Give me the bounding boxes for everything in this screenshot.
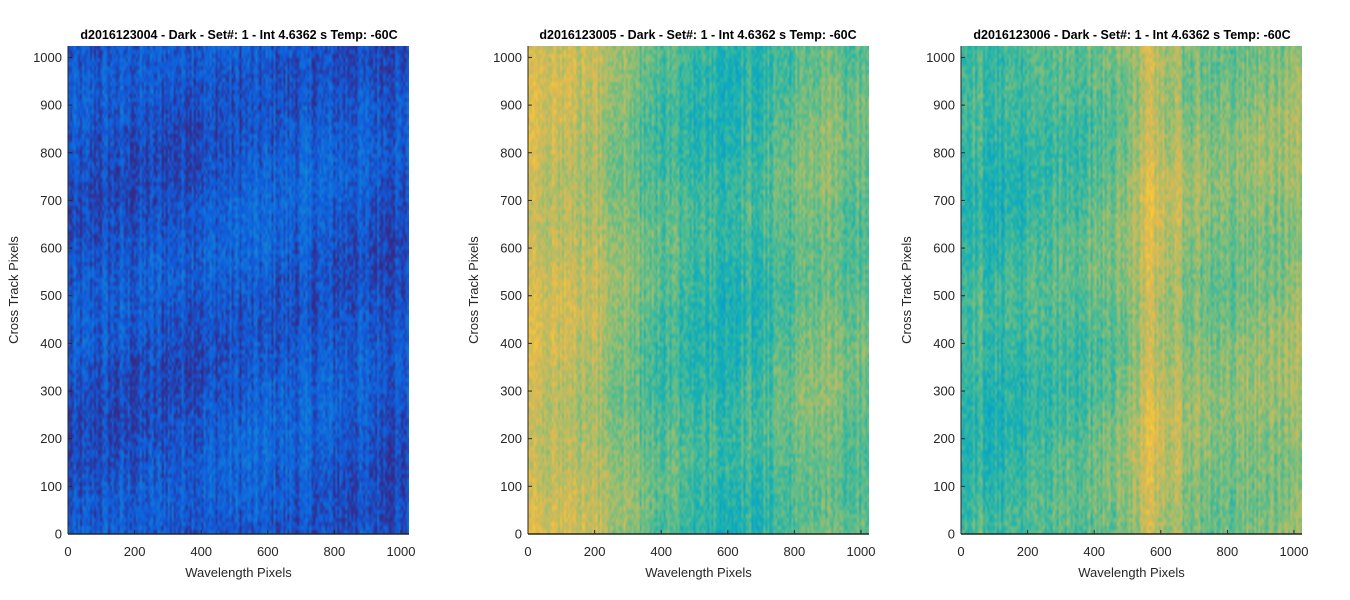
y-tick-label: 200: [933, 431, 955, 446]
y-tick-label: 700: [40, 193, 62, 208]
y-tick-label: 600: [933, 241, 955, 256]
y-tick-label: 800: [40, 145, 62, 160]
y-tick-label: 900: [40, 98, 62, 113]
x-axis-label: Wavelength Pixels: [1078, 565, 1185, 580]
heatmap-image: [528, 46, 869, 534]
x-tick-label: 800: [784, 544, 806, 559]
chart-title: d2016123005 - Dark - Set#: 1 - Int 4.636…: [539, 28, 856, 42]
y-tick-label: 1000: [33, 50, 62, 65]
chart-title: d2016123004 - Dark - Set#: 1 - Int 4.636…: [80, 28, 397, 42]
y-tick-label: 0: [515, 527, 522, 542]
x-axis-label: Wavelength Pixels: [645, 565, 752, 580]
y-axis-label: Cross Track Pixels: [6, 236, 21, 344]
heatmap-panel-2: 0 200 400 600 800 1000 0 100 200 300 400 500 600 700 8…: [466, 28, 875, 580]
x-tick-label: 200: [124, 544, 146, 559]
y-tick-label: 800: [933, 145, 955, 160]
x-axis-label: Wavelength Pixels: [185, 565, 292, 580]
y-tick-label: 200: [40, 431, 62, 446]
x-tick-label: 400: [1083, 544, 1105, 559]
y-tick-label: 800: [500, 145, 522, 160]
y-axis-label: Cross Track Pixels: [466, 236, 481, 344]
x-tick-label: 1000: [847, 544, 876, 559]
y-tick-label: 100: [933, 479, 955, 494]
y-tick-label: 700: [500, 193, 522, 208]
y-tick-label: 200: [500, 431, 522, 446]
y-tick-label: 0: [948, 527, 955, 542]
x-tick-label: 0: [524, 544, 531, 559]
x-tick-label: 1000: [1280, 544, 1309, 559]
x-tick-label: 800: [1217, 544, 1239, 559]
y-tick-label: 0: [55, 527, 62, 542]
y-tick-label: 400: [40, 336, 62, 351]
x-tick-label: 0: [64, 544, 71, 559]
y-tick-label: 300: [933, 384, 955, 399]
y-tick-label: 400: [500, 336, 522, 351]
x-tick-label: 400: [190, 544, 212, 559]
x-tick-label: 600: [717, 544, 739, 559]
y-tick-label: 600: [500, 241, 522, 256]
y-tick-label: 100: [40, 479, 62, 494]
y-tick-label: 900: [500, 98, 522, 113]
heatmap-panel-3: 0 200 400 600 800 1000 0 100 200 300 400 500 600 700 8…: [899, 28, 1308, 580]
y-tick-label: 500: [500, 288, 522, 303]
x-tick-label: 600: [1150, 544, 1172, 559]
y-tick-label: 900: [933, 98, 955, 113]
y-axis-label: Cross Track Pixels: [899, 236, 914, 344]
y-tick-label: 300: [500, 384, 522, 399]
heatmap-image: [68, 46, 409, 534]
x-tick-label: 200: [1017, 544, 1039, 559]
y-tick-label: 1000: [926, 50, 955, 65]
y-tick-label: 500: [933, 288, 955, 303]
x-tick-label: 200: [584, 544, 606, 559]
x-tick-label: 600: [257, 544, 279, 559]
x-tick-label: 800: [324, 544, 346, 559]
x-tick-label: 400: [650, 544, 672, 559]
x-tick-label: 0: [957, 544, 964, 559]
x-tick-label: 1000: [387, 544, 416, 559]
y-tick-label: 300: [40, 384, 62, 399]
y-tick-label: 500: [40, 288, 62, 303]
y-tick-label: 1000: [493, 50, 522, 65]
y-tick-label: 600: [40, 241, 62, 256]
heatmap-panel-1: 0 200 400 600 800 1000 0 100 200 300 400 500 600 700 8…: [6, 28, 415, 580]
chart-title: d2016123006 - Dark - Set#: 1 - Int 4.636…: [973, 28, 1290, 42]
y-tick-label: 700: [933, 193, 955, 208]
heatmap-image: [961, 46, 1302, 534]
y-tick-label: 400: [933, 336, 955, 351]
y-tick-label: 100: [500, 479, 522, 494]
